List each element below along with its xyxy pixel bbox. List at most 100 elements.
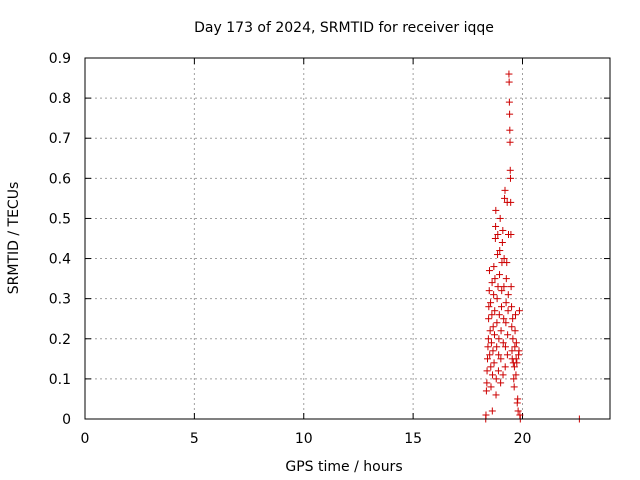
data-point [495,351,503,359]
data-point [492,222,500,230]
y-tick-label: 0.3 [49,292,71,308]
chart-title: Day 173 of 2024, SRMTID for receiver iqq… [194,20,494,36]
data-point [491,235,499,242]
data-point [484,343,492,351]
data-point [502,319,510,327]
data-point [505,70,513,78]
data-point [509,335,517,343]
data-point [497,327,505,335]
data-point [490,263,498,271]
data-point [507,283,515,291]
y-tick-labels: 0 0.1 0.2 0.3 0.4 0.5 0.6 0.7 0.8 0.9 [49,51,71,428]
data-point [504,307,512,315]
data-point [510,375,518,383]
data-point [514,395,522,403]
y-tick-label: 0 [62,412,71,428]
x-tick-label: 5 [190,431,199,447]
plot-frame [84,57,611,420]
data-point [496,271,504,279]
data-point [488,407,496,415]
data-point [513,359,521,367]
data-point [503,351,511,359]
data-point [507,230,515,238]
data-point [499,371,507,379]
y-tick-label: 0.7 [49,131,71,147]
data-point [485,303,493,311]
data-point [501,186,509,194]
data-point [495,311,503,319]
data-point [493,295,501,303]
data-point [484,355,491,363]
data-point [509,315,517,323]
data-point [498,239,506,247]
data-point [494,283,502,291]
data-point [511,327,519,335]
data-points [482,70,583,423]
data-point [484,335,492,343]
data-point [500,255,508,263]
data-point [491,275,499,283]
data-point [511,343,519,351]
data-point [482,411,490,419]
x-tick-label: 10 [295,431,313,447]
data-point [501,194,509,202]
data-point [499,339,507,347]
x-tick-label: 0 [81,431,90,447]
data-point [498,303,505,311]
data-point [496,214,504,222]
data-point [510,363,518,371]
data-point [505,98,513,106]
data-point [493,343,501,351]
y-tick-label: 0.2 [49,332,71,348]
data-point [508,347,516,355]
data-point [495,335,503,343]
data-point [506,110,514,118]
data-point [487,383,495,391]
y-tick-label: 0.1 [49,372,71,388]
data-point [483,379,491,387]
y-tick-label: 0.9 [49,51,71,67]
data-point [491,331,498,339]
x-tick-label: 15 [404,431,422,447]
data-point [506,126,514,134]
data-point [500,283,508,291]
y-tick-label: 0.8 [49,91,71,107]
data-point [492,206,500,214]
data-point [487,299,495,307]
x-axis-label: GPS time / hours [285,459,402,475]
grid-lines [85,58,610,419]
y-tick-label: 0.6 [49,171,71,187]
data-point [499,226,507,234]
data-point [491,307,499,315]
data-point [512,311,519,319]
data-point [500,315,508,323]
data-point [507,198,515,206]
data-point [496,247,504,255]
data-point [487,339,495,347]
data-point [504,291,512,299]
data-point [503,259,511,267]
data-point [490,359,498,367]
data-point [486,351,494,359]
data-point [512,371,520,379]
data-point [494,230,502,238]
data-point [501,343,509,351]
axis-ticks [84,57,610,420]
data-point [485,315,493,323]
data-point [508,303,516,311]
data-point [502,275,510,283]
data-point [515,307,523,315]
data-point [497,379,505,387]
data-point [489,323,497,331]
data-point [482,387,490,395]
data-point [506,174,514,182]
data-point [498,287,506,295]
data-point [489,371,497,379]
data-point [505,78,513,86]
data-point [492,391,500,399]
data-point [492,375,500,383]
data-point [510,383,518,391]
data-point [488,279,496,287]
data-point [508,323,516,331]
